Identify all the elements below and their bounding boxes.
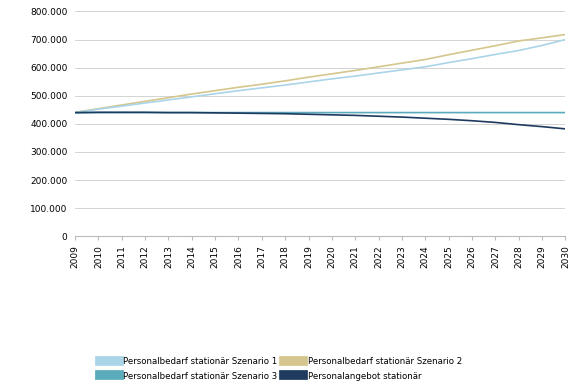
Personalbedarf stationär Szenario 3 (328, 110, 335, 115)
Personalbedarf stationär Szenario 2 (165, 95, 172, 100)
Personalbedarf stationär Szenario 3 (399, 110, 406, 115)
Personalangebot stationär (492, 120, 499, 125)
Personalbedarf stationär Szenario 1 (539, 43, 546, 48)
Personalbedarf stationär Szenario 2 (118, 103, 125, 107)
Personalangebot stationär (352, 113, 359, 118)
Personalangebot stationär (141, 110, 148, 115)
Personalbedarf stationär Szenario 3 (165, 110, 172, 115)
Personalbedarf stationär Szenario 3 (422, 110, 429, 115)
Personalbedarf stationär Szenario 2 (352, 68, 359, 73)
Personalbedarf stationär Szenario 3 (492, 110, 499, 115)
Personalbedarf stationär Szenario 1 (188, 94, 195, 99)
Personalangebot stationär (399, 115, 406, 119)
Personalangebot stationär (422, 116, 429, 120)
Personalbedarf stationär Szenario 1 (515, 48, 522, 53)
Personalangebot stationär (118, 110, 125, 115)
Personalbedarf stationär Szenario 1 (305, 80, 312, 84)
Personalbedarf stationär Szenario 3 (469, 110, 475, 115)
Personalbedarf stationär Szenario 3 (445, 110, 452, 115)
Personalangebot stationär (539, 124, 546, 129)
Personalbedarf stationär Szenario 1 (282, 83, 288, 87)
Line: Personalangebot stationär: Personalangebot stationär (75, 112, 565, 129)
Personalbedarf stationär Szenario 3 (95, 110, 102, 115)
Personalbedarf stationär Szenario 3 (539, 110, 546, 115)
Personalangebot stationär (515, 122, 522, 127)
Personalangebot stationär (305, 112, 312, 117)
Personalangebot stationär (235, 111, 242, 115)
Personalbedarf stationär Szenario 3 (375, 110, 382, 115)
Personalbedarf stationär Szenario 2 (141, 99, 148, 104)
Personalbedarf stationär Szenario 1 (328, 77, 335, 81)
Personalbedarf stationär Szenario 3 (515, 110, 522, 115)
Personalangebot stationär (375, 114, 382, 118)
Personalbedarf stationär Szenario 2 (515, 38, 522, 43)
Personalbedarf stationär Szenario 2 (539, 35, 546, 40)
Personalbedarf stationär Szenario 2 (469, 48, 475, 53)
Personalbedarf stationär Szenario 3 (188, 110, 195, 115)
Personalbedarf stationär Szenario 3 (72, 110, 78, 115)
Personalbedarf stationär Szenario 1 (422, 64, 429, 69)
Personalangebot stationär (72, 110, 78, 115)
Personalbedarf stationär Szenario 1 (445, 60, 452, 65)
Personalbedarf stationär Szenario 3 (282, 110, 288, 115)
Personalangebot stationär (282, 111, 288, 116)
Personalbedarf stationär Szenario 2 (282, 78, 288, 83)
Personalbedarf stationär Szenario 3 (235, 110, 242, 115)
Personalangebot stationär (165, 110, 172, 115)
Personalbedarf stationär Szenario 2 (212, 88, 219, 93)
Personalbedarf stationär Szenario 1 (352, 74, 359, 78)
Personalbedarf stationär Szenario 1 (118, 104, 125, 109)
Personalbedarf stationär Szenario 3 (352, 110, 359, 115)
Personalbedarf stationär Szenario 2 (422, 57, 429, 62)
Personalbedarf stationär Szenario 1 (235, 88, 242, 93)
Personalbedarf stationär Szenario 1 (95, 107, 102, 112)
Personalbedarf stationär Szenario 1 (212, 91, 219, 96)
Personalbedarf stationär Szenario 2 (188, 92, 195, 96)
Personalbedarf stationär Szenario 2 (375, 64, 382, 69)
Personalangebot stationär (212, 110, 219, 115)
Personalangebot stationär (562, 126, 569, 131)
Legend: Personalbedarf stationär Szenario 1, Personalbedarf stationär Szenario 3, Person: Personalbedarf stationär Szenario 1, Per… (100, 357, 462, 381)
Personalbedarf stationär Szenario 1 (258, 86, 265, 90)
Personalbedarf stationär Szenario 1 (72, 110, 78, 115)
Personalbedarf stationär Szenario 2 (305, 75, 312, 80)
Personalangebot stationär (445, 117, 452, 122)
Personalbedarf stationär Szenario 2 (562, 32, 569, 37)
Personalbedarf stationär Szenario 3 (118, 110, 125, 115)
Personalangebot stationär (469, 118, 475, 123)
Personalangebot stationär (258, 111, 265, 116)
Personalbedarf stationär Szenario 1 (399, 67, 406, 72)
Personalbedarf stationär Szenario 2 (258, 82, 265, 86)
Personalbedarf stationär Szenario 3 (141, 110, 148, 115)
Personalbedarf stationär Szenario 2 (492, 43, 499, 48)
Personalbedarf stationär Szenario 3 (212, 110, 219, 115)
Personalbedarf stationär Szenario 2 (95, 106, 102, 111)
Personalbedarf stationär Szenario 3 (258, 110, 265, 115)
Personalangebot stationär (188, 110, 195, 115)
Personalbedarf stationär Szenario 3 (562, 110, 569, 115)
Personalbedarf stationär Szenario 3 (305, 110, 312, 115)
Personalbedarf stationär Szenario 1 (165, 98, 172, 102)
Personalbedarf stationär Szenario 2 (445, 53, 452, 57)
Personalangebot stationär (328, 112, 335, 117)
Personalbedarf stationär Szenario 1 (492, 52, 499, 57)
Line: Personalbedarf stationär Szenario 1: Personalbedarf stationär Szenario 1 (75, 40, 565, 113)
Line: Personalbedarf stationär Szenario 2: Personalbedarf stationär Szenario 2 (75, 34, 565, 112)
Personalbedarf stationär Szenario 2 (72, 110, 78, 115)
Personalbedarf stationär Szenario 2 (235, 85, 242, 90)
Personalbedarf stationär Szenario 2 (328, 72, 335, 76)
Personalbedarf stationär Szenario 1 (375, 71, 382, 75)
Personalbedarf stationär Szenario 1 (469, 56, 475, 61)
Personalbedarf stationär Szenario 1 (141, 101, 148, 105)
Personalbedarf stationär Szenario 1 (562, 37, 569, 42)
Personalangebot stationär (95, 110, 102, 115)
Personalbedarf stationär Szenario 2 (399, 61, 406, 66)
